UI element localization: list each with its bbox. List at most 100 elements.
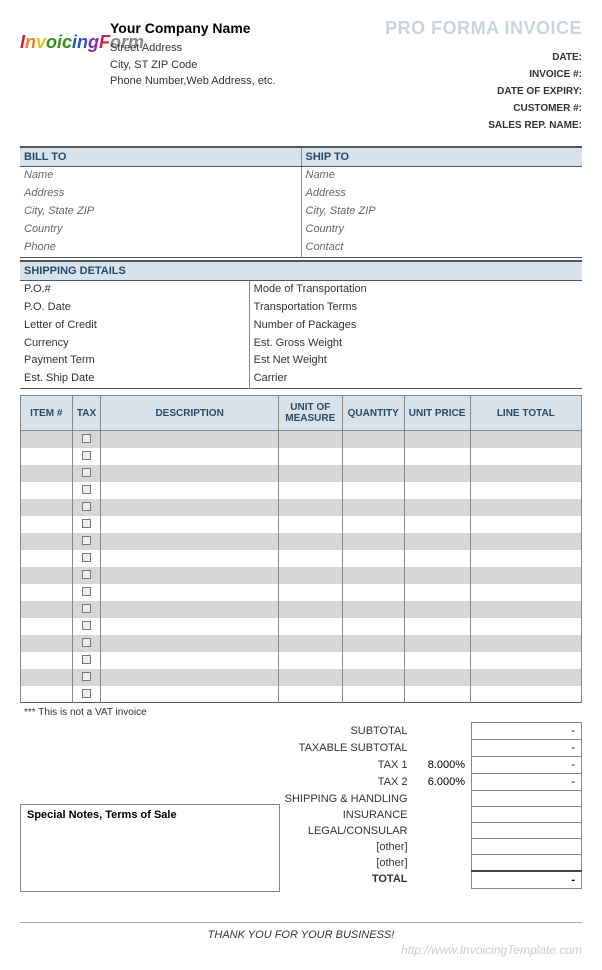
item-cell-total[interactable] [470,431,581,448]
item-cell-total[interactable] [470,550,581,567]
item-cell-tax[interactable] [72,669,101,686]
item-cell-qty[interactable] [342,686,404,703]
item-cell-uom[interactable] [278,516,342,533]
total-value[interactable] [472,807,582,823]
item-cell-price[interactable] [404,567,470,584]
total-value[interactable] [472,839,582,855]
bill-to-phone[interactable]: Phone [20,239,301,257]
ship-to-city[interactable]: City, State ZIP [301,203,582,221]
item-cell-desc[interactable] [101,584,278,601]
item-cell-qty[interactable] [342,448,404,465]
item-cell-total[interactable] [470,618,581,635]
ship-left-value[interactable] [227,280,249,298]
item-cell-item[interactable] [21,533,73,550]
item-cell-tax[interactable] [72,482,101,499]
ship-to-name[interactable]: Name [301,167,582,185]
special-notes-box[interactable]: Special Notes, Terms of Sale [20,804,280,892]
item-cell-item[interactable] [21,550,73,567]
tax-checkbox[interactable] [82,553,91,562]
total-value[interactable] [472,823,582,839]
item-cell-item[interactable] [21,618,73,635]
item-cell-qty[interactable] [342,465,404,482]
tax-checkbox[interactable] [82,621,91,630]
item-cell-item[interactable] [21,482,73,499]
item-cell-price[interactable] [404,431,470,448]
tax-checkbox[interactable] [82,434,91,443]
item-cell-tax[interactable] [72,516,101,533]
ship-to-address[interactable]: Address [301,185,582,203]
item-cell-desc[interactable] [101,516,278,533]
item-cell-desc[interactable] [101,686,278,703]
ship-left-value[interactable] [227,370,249,388]
total-value[interactable]: - [472,723,582,740]
item-cell-uom[interactable] [278,686,342,703]
item-cell-uom[interactable] [278,431,342,448]
item-cell-tax[interactable] [72,550,101,567]
total-value[interactable] [472,791,582,807]
item-cell-item[interactable] [21,516,73,533]
item-cell-total[interactable] [470,686,581,703]
item-cell-desc[interactable] [101,550,278,567]
item-cell-item[interactable] [21,567,73,584]
item-cell-uom[interactable] [278,618,342,635]
item-cell-tax[interactable] [72,448,101,465]
bill-to-city[interactable]: City, State ZIP [20,203,301,221]
bill-to-country[interactable]: Country [20,221,301,239]
item-cell-item[interactable] [21,431,73,448]
item-cell-price[interactable] [404,618,470,635]
item-cell-item[interactable] [21,584,73,601]
tax-checkbox[interactable] [82,536,91,545]
item-cell-desc[interactable] [101,431,278,448]
item-cell-total[interactable] [470,448,581,465]
item-cell-uom[interactable] [278,550,342,567]
item-cell-desc[interactable] [101,465,278,482]
item-cell-item[interactable] [21,669,73,686]
tax-checkbox[interactable] [82,451,91,460]
item-cell-tax[interactable] [72,533,101,550]
item-cell-item[interactable] [21,601,73,618]
tax-checkbox[interactable] [82,689,91,698]
tax-checkbox[interactable] [82,655,91,664]
item-cell-total[interactable] [470,652,581,669]
item-cell-total[interactable] [470,601,581,618]
ship-left-value[interactable] [227,335,249,353]
item-cell-qty[interactable] [342,482,404,499]
ship-left-value[interactable] [227,352,249,370]
item-cell-uom[interactable] [278,482,342,499]
item-cell-price[interactable] [404,465,470,482]
tax-checkbox[interactable] [82,570,91,579]
item-cell-qty[interactable] [342,669,404,686]
item-cell-qty[interactable] [342,431,404,448]
item-cell-total[interactable] [470,465,581,482]
item-cell-total[interactable] [470,533,581,550]
item-cell-price[interactable] [404,686,470,703]
item-cell-uom[interactable] [278,584,342,601]
item-cell-uom[interactable] [278,499,342,516]
item-cell-tax[interactable] [72,584,101,601]
ship-right-value[interactable] [561,299,582,317]
item-cell-desc[interactable] [101,618,278,635]
item-cell-item[interactable] [21,652,73,669]
tax-checkbox[interactable] [82,502,91,511]
item-cell-uom[interactable] [278,465,342,482]
item-cell-qty[interactable] [342,533,404,550]
item-cell-price[interactable] [404,652,470,669]
item-cell-total[interactable] [470,482,581,499]
ship-left-value[interactable] [227,317,249,335]
item-cell-tax[interactable] [72,635,101,652]
item-cell-uom[interactable] [278,533,342,550]
item-cell-uom[interactable] [278,567,342,584]
item-cell-item[interactable] [21,635,73,652]
ship-right-value[interactable] [561,280,582,298]
item-cell-price[interactable] [404,635,470,652]
item-cell-desc[interactable] [101,601,278,618]
item-cell-tax[interactable] [72,465,101,482]
item-cell-total[interactable] [470,567,581,584]
item-cell-price[interactable] [404,533,470,550]
bill-to-address[interactable]: Address [20,185,301,203]
total-value[interactable] [472,855,582,871]
total-value[interactable]: - [472,740,582,757]
item-cell-total[interactable] [470,516,581,533]
item-cell-uom[interactable] [278,601,342,618]
item-cell-total[interactable] [470,635,581,652]
